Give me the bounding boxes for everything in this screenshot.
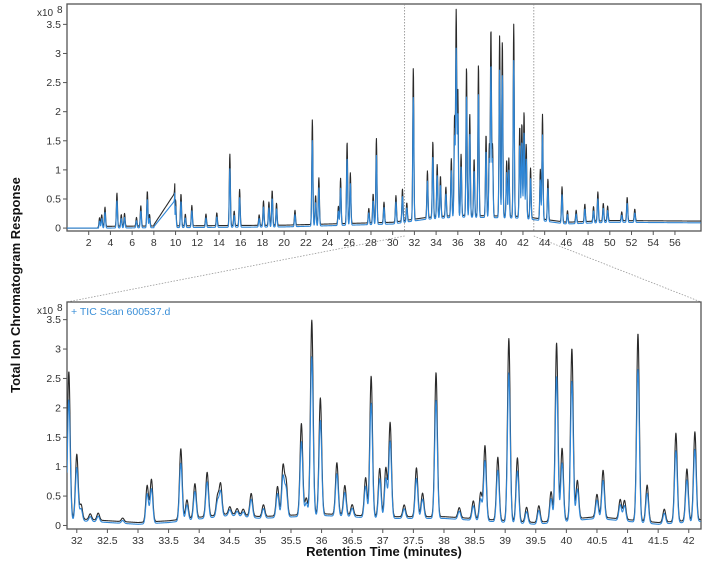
y-axis-label: Total Ion Chromatogram Response <box>8 177 23 393</box>
y-tick-label: 1.5 <box>46 135 61 147</box>
x-tick-label: 38 <box>438 535 450 547</box>
full-chromatogram-panel: 00.511.522.533.52 4 6 8 10 12 14 16 18 20 22 24 26 28… <box>37 3 702 249</box>
x-tick-label: 35.5 <box>281 535 302 547</box>
x-tick-label: 10 <box>170 237 182 249</box>
x-tick-label: 33 <box>132 535 144 547</box>
x-tick-label: 24 <box>322 237 334 249</box>
x-tick-label: 30 <box>387 237 399 249</box>
x-tick-label: 6 <box>129 237 135 249</box>
x-tick-label: 42 <box>683 535 695 547</box>
x-tick-label: 37 <box>377 535 389 547</box>
blue-trace-series <box>67 356 701 525</box>
x-tick-label: 36.5 <box>342 535 363 547</box>
y-tick-label: 2 <box>55 402 61 414</box>
zoom-connector-left <box>66 235 405 303</box>
x-tick-label: 38.5 <box>464 535 485 547</box>
x-tick-label: 40 <box>495 237 507 249</box>
x-tick-label: 38 <box>474 237 486 249</box>
x-tick-label: 18 <box>257 237 269 249</box>
x-tick-label: 40 <box>561 535 573 547</box>
x-tick-label: 46 <box>561 237 573 249</box>
x-tick-label: 56 <box>669 237 681 249</box>
x-tick-label: 34 <box>430 237 442 249</box>
y-tick-label: 3 <box>55 48 61 60</box>
y-tick-label: 0 <box>55 520 61 532</box>
x-tick-label: 52 <box>626 237 638 249</box>
y-multiplier-exponent: 8 <box>57 5 63 16</box>
x-tick-label: 36 <box>452 237 464 249</box>
y-tick-label: 0.5 <box>46 491 61 503</box>
x-tick-label: 14 <box>213 237 225 249</box>
x-tick-label: 54 <box>647 237 659 249</box>
zoomed-chromatogram-panel: 00.511.522.533.532 32.5 33 33.5 34 34.5 35 35.5… <box>37 301 702 547</box>
zoom-connector-lines <box>66 235 702 303</box>
x-tick-label: 32.5 <box>97 535 118 547</box>
x-tick-label: 37.5 <box>403 535 424 547</box>
x-tick-label: 28 <box>365 237 377 249</box>
y-multiplier-label: x10 <box>37 306 54 317</box>
y-multiplier-label: x10 <box>37 8 54 19</box>
y-tick-label: 1.5 <box>46 432 61 444</box>
x-tick-label: 22 <box>300 237 312 249</box>
x-tick-label: 4 <box>108 237 114 249</box>
x-tick-label: 41.5 <box>648 535 669 547</box>
x-tick-label: 8 <box>151 237 157 249</box>
x-tick-label: 33.5 <box>158 535 179 547</box>
y-tick-label: 3.5 <box>46 19 61 31</box>
x-tick-label: 40.5 <box>587 535 608 547</box>
y-tick-label: 0.5 <box>46 193 61 205</box>
x-tick-label: 36 <box>316 535 328 547</box>
y-multiplier-exponent: 8 <box>57 303 63 314</box>
x-tick-label: 50 <box>604 237 616 249</box>
y-tick-label: 1 <box>55 164 61 176</box>
x-tick-label: 48 <box>582 237 594 249</box>
y-tick-label: 2.5 <box>46 373 61 385</box>
x-tick-label: 20 <box>278 237 290 249</box>
black-trace-series <box>67 8 701 229</box>
x-tick-label: 35 <box>255 535 267 547</box>
plot-frame <box>66 3 702 232</box>
y-tick-label: 3 <box>55 344 61 356</box>
x-tick-label: 26 <box>343 237 355 249</box>
y-tick-label: 2.5 <box>46 77 61 89</box>
blue-trace-series <box>67 47 701 229</box>
y-tick-label: 0 <box>55 223 61 235</box>
x-tick-label: 44 <box>539 237 551 249</box>
x-tick-label: 42 <box>517 237 529 249</box>
x-tick-label: 39 <box>499 535 511 547</box>
x-axis-label: Retention Time (minutes) <box>306 544 462 559</box>
x-tick-label: 41 <box>622 535 634 547</box>
x-tick-label: 34 <box>193 535 205 547</box>
y-tick-label: 2 <box>55 106 61 118</box>
x-tick-label: 32 <box>409 237 421 249</box>
y-tick-label: 1 <box>55 461 61 473</box>
x-tick-label: 34.5 <box>220 535 241 547</box>
x-tick-label: 12 <box>191 237 203 249</box>
x-tick-label: 16 <box>235 237 247 249</box>
x-tick-label: 2 <box>86 237 92 249</box>
x-tick-label: 39.5 <box>526 535 547 547</box>
x-tick-label: 32 <box>71 535 83 547</box>
y-tick-label: 3.5 <box>46 314 61 326</box>
legend-entry-tic-scan: + TIC Scan 600537.d <box>71 306 170 318</box>
